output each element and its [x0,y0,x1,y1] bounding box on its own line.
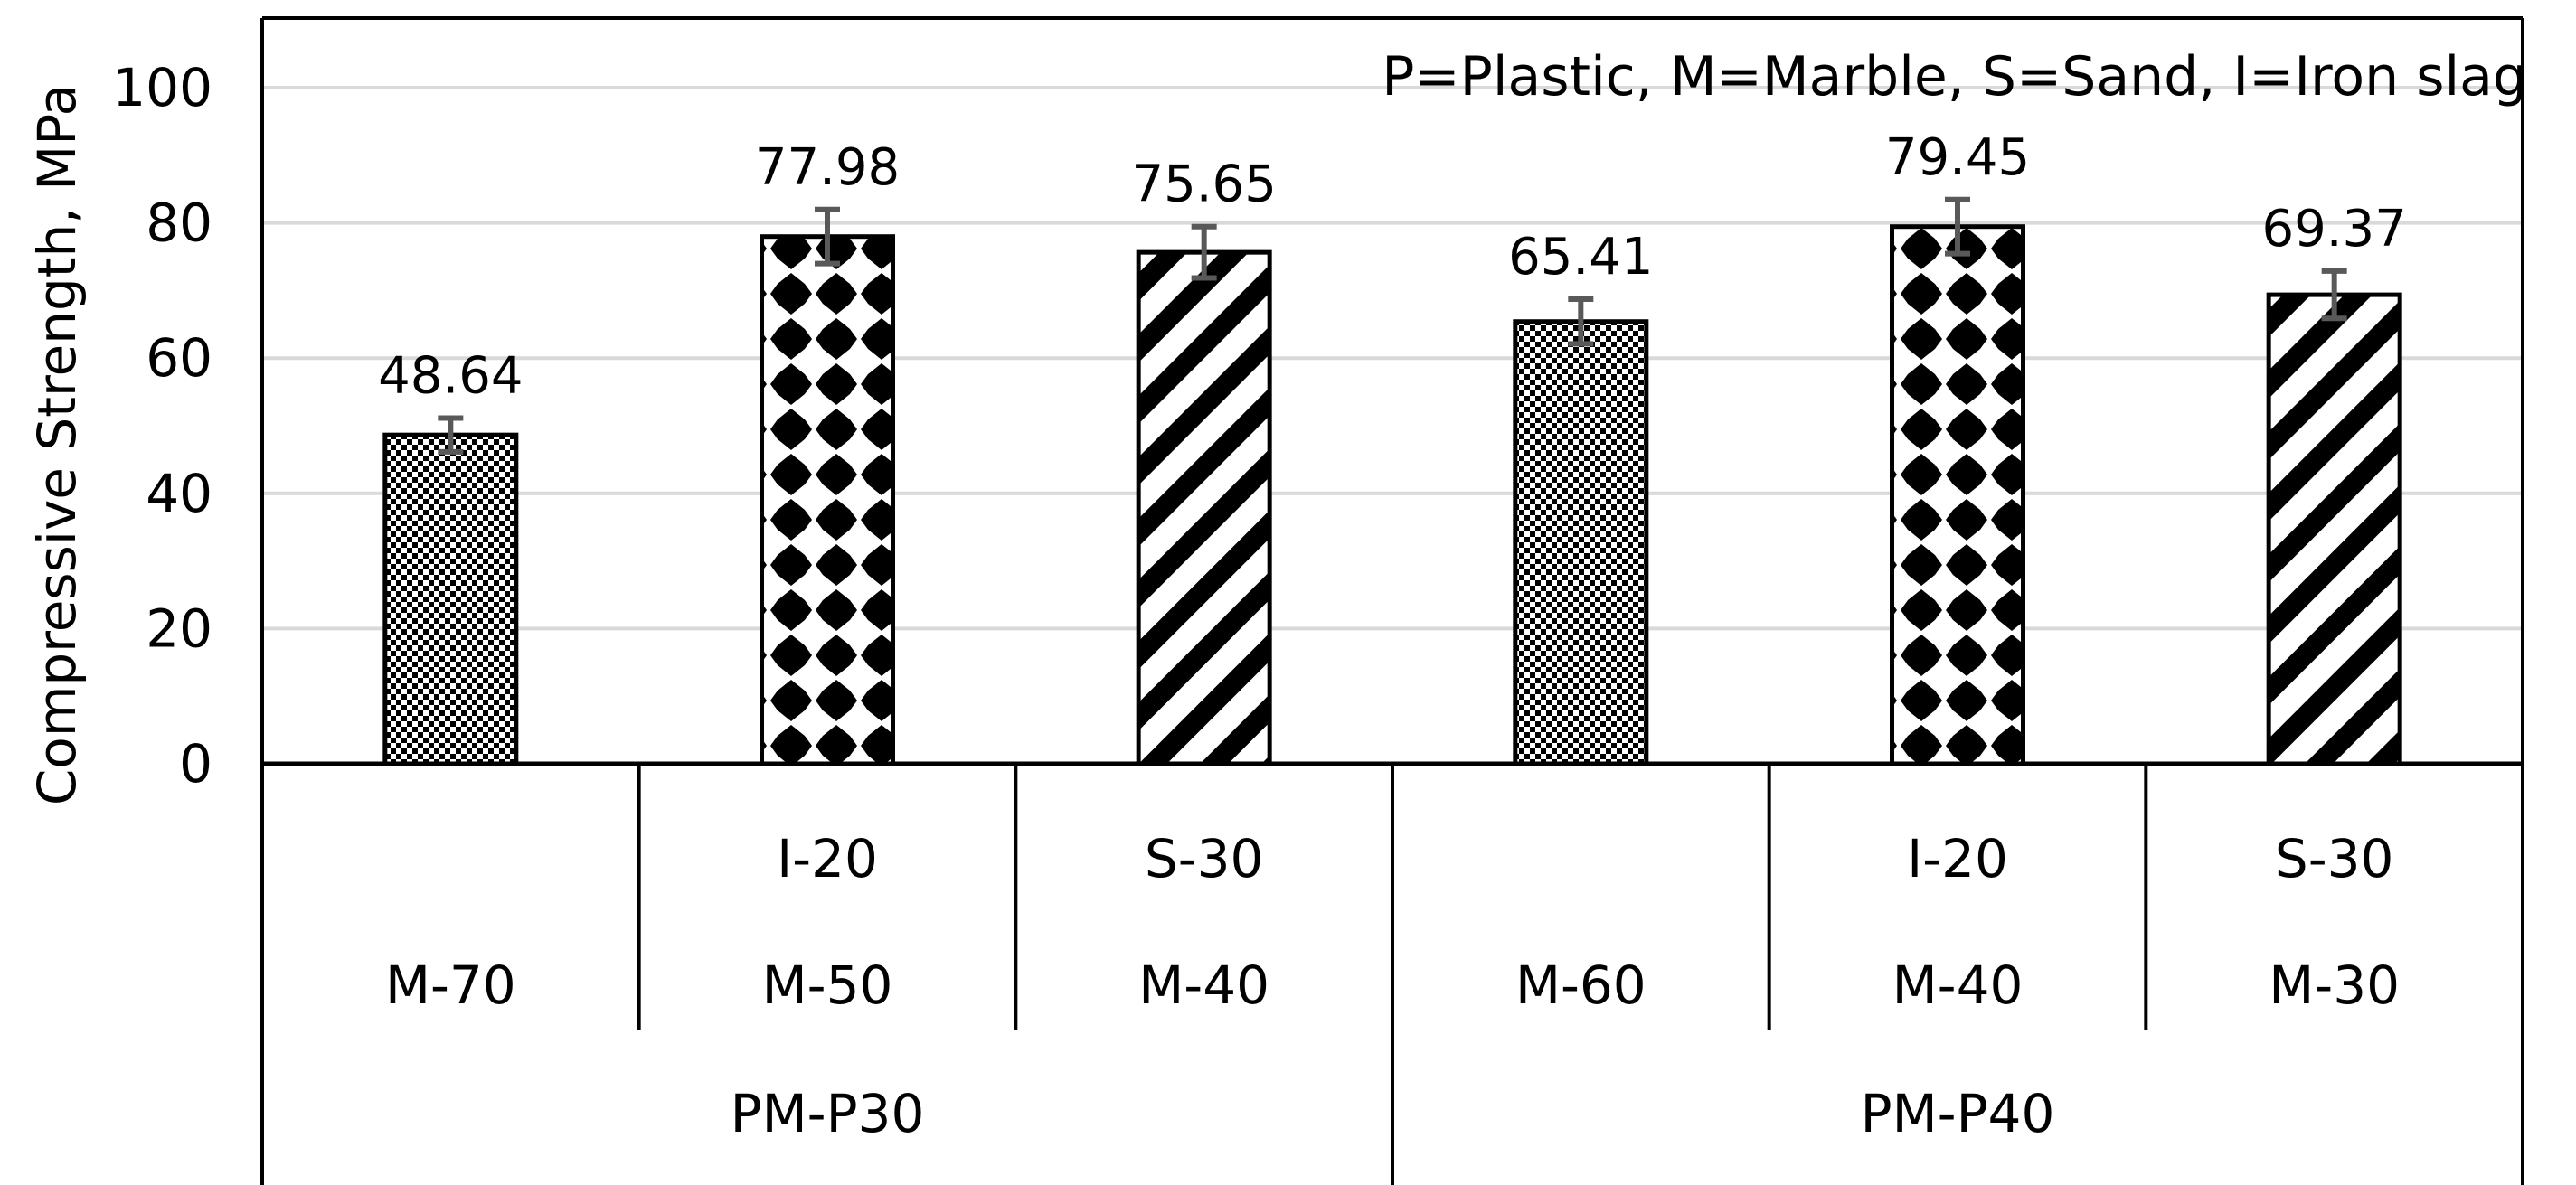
data-label: 65.41 [1508,228,1653,287]
x-category-label: M-30 [2269,955,2400,1016]
bar [1890,224,2025,766]
x-category-label: I-20 [1907,828,2008,889]
x-category-label: S-30 [2275,828,2394,889]
x-category-label: M-60 [1515,955,1647,1016]
y-tick-label: 100 [112,57,212,118]
y-tick-label: 60 [146,327,212,389]
y-tick-label: 40 [146,463,212,524]
x-group-label: PM-P40 [1861,1083,2055,1144]
x-category-label: M-50 [762,955,893,1016]
data-label: 69.37 [2262,200,2407,259]
data-label: 79.45 [1885,128,2030,187]
x-category-label: M-40 [1892,955,2024,1016]
y-tick-label: 20 [146,597,212,659]
x-category-label: M-70 [385,955,516,1016]
data-label: 75.65 [1132,155,1277,214]
x-category-label: S-30 [1145,828,1264,889]
y-axis-title: Compressive Strength, MPa [26,84,88,805]
bars [382,196,2402,766]
data-label: 48.64 [378,346,523,405]
bar [1513,319,1649,766]
legend-note: P=Plastic, M=Marble, S=Sand, I=Iron slag [1382,45,2527,108]
bar [760,234,895,766]
bar [1136,249,1272,766]
data-label: 77.98 [755,138,900,197]
y-tick-label: 0 [179,733,212,795]
x-category-label: M-40 [1138,955,1269,1016]
labels: 0 20 40 60 80 100 48.64 M-70 77.98 I-20 M-50 75.65 S… [112,57,2407,1144]
gridlines [262,86,2523,631]
y-tick-label: 80 [146,193,212,254]
axes [260,16,2524,1185]
bar [2266,292,2402,766]
x-category-label: I-20 [777,828,878,889]
x-group-label: PM-P30 [731,1083,925,1144]
bar [382,432,519,766]
